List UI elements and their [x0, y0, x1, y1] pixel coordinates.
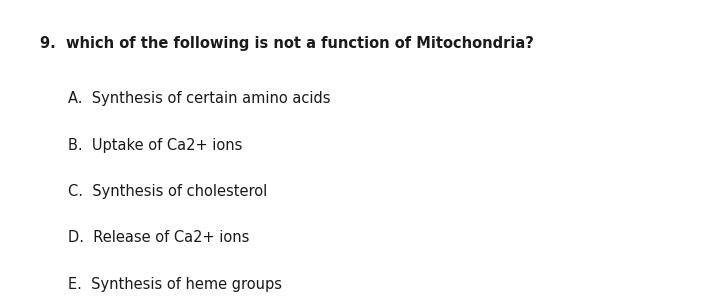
- Text: C.  Synthesis of cholesterol: C. Synthesis of cholesterol: [68, 184, 268, 199]
- Text: B.  Uptake of Ca2+ ions: B. Uptake of Ca2+ ions: [68, 138, 243, 152]
- Text: E.  Synthesis of heme groups: E. Synthesis of heme groups: [68, 277, 282, 292]
- Text: A.  Synthesis of certain amino acids: A. Synthesis of certain amino acids: [68, 91, 331, 106]
- Text: D.  Release of Ca2+ ions: D. Release of Ca2+ ions: [68, 230, 250, 245]
- Text: 9.  which of the following is not a function of Mitochondria?: 9. which of the following is not a funct…: [40, 36, 534, 51]
